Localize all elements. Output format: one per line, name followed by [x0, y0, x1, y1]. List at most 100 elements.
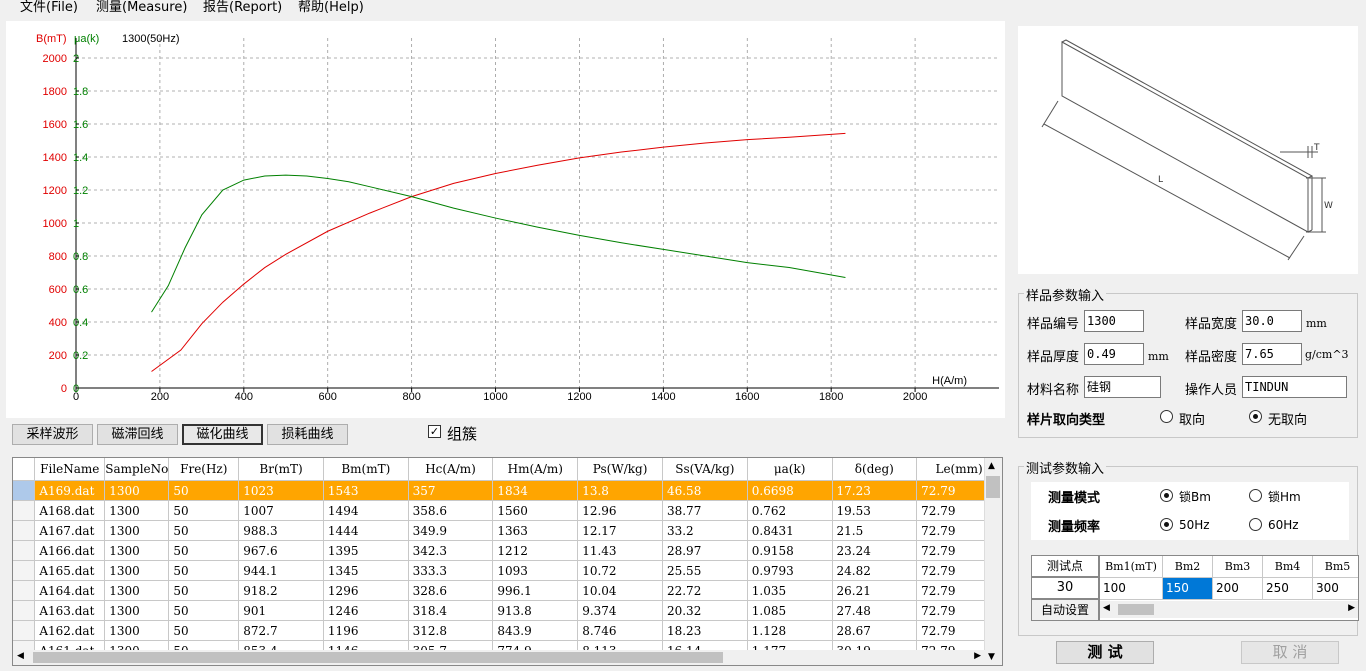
table-cell[interactable]: 1007 — [238, 500, 324, 521]
table-cell[interactable]: 12.17 — [577, 520, 663, 541]
table-row[interactable]: A169.dat 1300 50 1023 1543 357 1834 13.8 46.58 0.… — [13, 480, 1002, 501]
table-cell[interactable]: 50 — [168, 500, 240, 521]
table-cell[interactable]: 72.79 — [916, 620, 1002, 641]
table-row[interactable]: A163.dat 1300 50 901 1246 318.4 913.8 9.374 20.3… — [13, 600, 1002, 621]
table-cell[interactable]: 988.3 — [238, 520, 324, 541]
table-cell[interactable]: 50 — [168, 620, 240, 641]
column-header[interactable]: Le(mm) — [916, 458, 1002, 481]
column-header[interactable]: Ss(VA/kg) — [662, 458, 748, 481]
table-cell[interactable]: 50 — [168, 520, 240, 541]
table-cell[interactable]: 12.96 — [577, 500, 663, 521]
row-header[interactable] — [13, 540, 36, 561]
table-cell[interactable]: 10.04 — [577, 580, 663, 601]
table-cell[interactable]: 1300 — [104, 500, 170, 521]
table-cell[interactable]: 1196 — [323, 620, 409, 641]
table-cell[interactable]: 843.9 — [492, 620, 579, 641]
bm-value-cell[interactable]: 200 — [1213, 578, 1263, 600]
column-header[interactable]: μa(k) — [747, 458, 833, 481]
table-cell[interactable]: 27.48 — [832, 600, 918, 621]
hysteresis-button[interactable]: 磁滞回线 — [97, 424, 178, 445]
auto-set-button[interactable]: 自动设置 — [1031, 599, 1099, 621]
table-cell[interactable]: 872.7 — [238, 620, 324, 641]
group-checkbox[interactable]: ✓ — [428, 425, 441, 438]
sample-thickness-input[interactable]: 0.49 — [1084, 343, 1144, 365]
table-cell[interactable]: 312.8 — [408, 620, 494, 641]
row-header[interactable] — [13, 580, 36, 601]
scroll-up-icon[interactable]: ▲ — [988, 461, 995, 471]
table-cell[interactable]: A168.dat — [34, 500, 106, 521]
menu-report[interactable]: 报告(Report) — [203, 0, 283, 15]
table-cell[interactable]: 22.72 — [662, 580, 748, 601]
table-cell[interactable]: 0.9793 — [747, 560, 833, 581]
table-vertical-scrollbar[interactable]: ▲ ▼ — [984, 458, 1002, 665]
column-header[interactable]: Hm(A/m) — [492, 458, 579, 481]
table-cell[interactable]: A165.dat — [34, 560, 106, 581]
magnetization-button[interactable]: 磁化曲线 — [182, 424, 263, 445]
waveform-button[interactable]: 采样波形 — [12, 424, 93, 445]
table-cell[interactable]: 357 — [408, 480, 494, 501]
table-cell[interactable]: 50 — [168, 560, 240, 581]
table-cell[interactable]: 1023 — [238, 480, 324, 501]
table-cell[interactable]: 913.8 — [492, 600, 579, 621]
scroll-left-icon[interactable]: ◀ — [17, 651, 24, 661]
table-cell[interactable]: 1494 — [323, 500, 409, 521]
table-cell[interactable]: 17.23 — [832, 480, 918, 501]
loss-button[interactable]: 损耗曲线 — [267, 424, 348, 445]
table-cell[interactable]: 901 — [238, 600, 324, 621]
table-cell[interactable]: 967.6 — [238, 540, 324, 561]
table-cell[interactable]: 0.6698 — [747, 480, 833, 501]
orient-radio-oriented[interactable] — [1160, 410, 1173, 423]
table-cell[interactable]: 0.762 — [747, 500, 833, 521]
table-cell[interactable]: 10.72 — [577, 560, 663, 581]
column-header[interactable]: FileName — [34, 458, 106, 481]
table-cell[interactable]: 358.6 — [408, 500, 494, 521]
table-cell[interactable]: A169.dat — [34, 480, 106, 501]
table-cell[interactable]: 1395 — [323, 540, 409, 561]
table-row[interactable]: A165.dat 1300 50 944.1 1345 333.3 1093 10.72 25.… — [13, 560, 1002, 581]
table-cell[interactable]: 1363 — [492, 520, 579, 541]
table-cell[interactable]: 1300 — [104, 540, 170, 561]
row-header[interactable] — [13, 520, 36, 541]
table-cell[interactable]: 0.8431 — [747, 520, 833, 541]
operator-input[interactable]: TINDUN — [1242, 376, 1347, 398]
table-cell[interactable]: A166.dat — [34, 540, 106, 561]
table-cell[interactable]: 349.9 — [408, 520, 494, 541]
table-cell[interactable]: 33.2 — [662, 520, 748, 541]
table-cell[interactable]: 19.53 — [832, 500, 918, 521]
table-cell[interactable]: 944.1 — [238, 560, 324, 581]
table-cell[interactable]: 0.9158 — [747, 540, 833, 561]
column-header[interactable]: δ(deg) — [832, 458, 918, 481]
table-cell[interactable]: 28.67 — [832, 620, 918, 641]
table-cell[interactable]: 1300 — [104, 520, 170, 541]
sample-width-input[interactable]: 30.0 — [1242, 310, 1302, 332]
table-cell[interactable]: 1093 — [492, 560, 579, 581]
table-cell[interactable]: 50 — [168, 540, 240, 561]
table-cell[interactable]: 1300 — [104, 620, 170, 641]
bm-value-cell[interactable]: 300 — [1313, 578, 1358, 600]
scroll-right-icon[interactable]: ▶ — [974, 651, 981, 661]
column-header[interactable]: Fre(Hz) — [168, 458, 240, 481]
menu-file[interactable]: 文件(File) — [20, 0, 78, 15]
table-cell[interactable]: 333.3 — [408, 560, 494, 581]
table-cell[interactable]: 23.24 — [832, 540, 918, 561]
table-cell[interactable]: 28.97 — [662, 540, 748, 561]
table-cell[interactable]: A167.dat — [34, 520, 106, 541]
table-horizontal-scrollbar[interactable]: ◀ ▶ — [13, 650, 985, 665]
row-header[interactable] — [13, 560, 36, 581]
table-cell[interactable]: 9.374 — [577, 600, 663, 621]
orient-radio-non-oriented[interactable] — [1249, 410, 1262, 423]
freq-radio-50[interactable] — [1160, 518, 1173, 531]
table-cell[interactable]: 1212 — [492, 540, 579, 561]
row-header[interactable] — [13, 480, 36, 501]
table-row[interactable]: A167.dat 1300 50 988.3 1444 349.9 1363 12.17 33.… — [13, 520, 1002, 541]
table-cell[interactable]: 1834 — [492, 480, 579, 501]
freq-radio-60[interactable] — [1249, 518, 1262, 531]
column-header[interactable]: SampleNo — [104, 458, 170, 481]
table-cell[interactable]: 1300 — [104, 580, 170, 601]
table-cell[interactable]: 918.2 — [238, 580, 324, 601]
table-cell[interactable]: 21.5 — [832, 520, 918, 541]
row-header[interactable] — [13, 600, 36, 621]
bm-scroll-thumb[interactable] — [1118, 604, 1154, 615]
bm-value-cell[interactable]: 100 — [1100, 578, 1163, 600]
bm-value-cell[interactable]: 250 — [1263, 578, 1313, 600]
